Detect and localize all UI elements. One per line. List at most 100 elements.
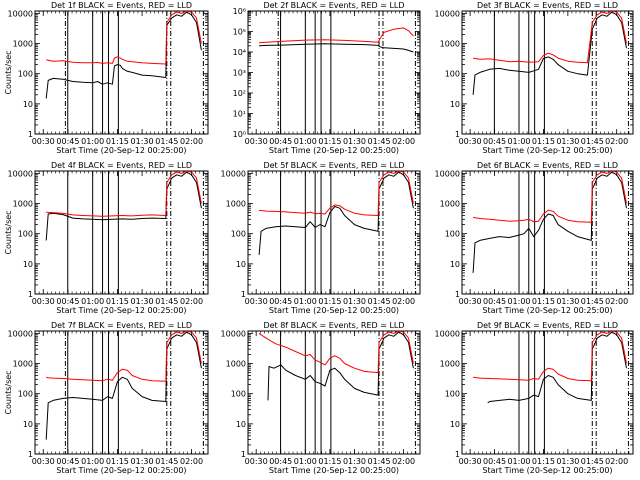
y-tick-label: 10³ [233,69,246,78]
series-line-events [45,171,202,241]
y-tick-label: 1000 [13,40,33,49]
series-group [472,11,627,95]
x-tick-label: 01:00 [294,137,317,146]
panel-det-4: Det 4f BLACK = Events, RED = LLD 1 10 100 10… [4,161,209,315]
series-group [472,171,627,273]
x-tick-label: 01:00 [294,457,317,466]
y-tick-label: 1000 [440,200,460,209]
x-axis-label: Start Time (20-Sep-12 00:25:00) [56,466,186,475]
x-tick-label: 01:45 [155,137,178,146]
x-tick-label: 01:15 [318,137,341,146]
x-tick-label: 01:45 [155,297,178,306]
y-tick-label: 10000 [221,169,246,178]
panel-det-5: Det 5f BLACK = Events, RED = LLD 1 10 100 10… [221,161,421,315]
x-tick-label: 01:15 [532,297,555,306]
y-tick-label: 100 [18,390,33,399]
y-tick-label: 10⁶ [233,7,246,16]
x-tick-label: 00:45 [483,297,506,306]
plot-frame [247,330,421,455]
x-tick-label: 01:00 [81,457,104,466]
series-group [45,331,202,440]
panel-det-2: Det 2f BLACK = Events, RED = LLD 10⁰ 10¹ 10… [233,1,421,155]
x-tick-label: 01:00 [507,297,530,306]
y-tick-label: 100 [231,230,246,239]
y-tick-label: 10 [23,420,33,429]
x-axis-label: Start Time (20-Sep-12 00:25:00) [269,146,399,155]
plot-frame [461,170,634,295]
series-line-lld [259,171,414,216]
y-tick-label: 10000 [221,329,246,338]
x-tick-label: 01:00 [507,137,530,146]
x-tick-label: 00:45 [483,137,506,146]
y-tick-label: 10 [236,420,246,429]
y-tick-label: 10000 [435,169,460,178]
x-tick-label: 00:45 [56,457,79,466]
y-tick-label: 10000 [435,329,460,338]
x-axis-label: Start Time (20-Sep-12 00:25:00) [482,466,612,475]
y-tick-label: 1000 [440,40,460,49]
series-line-lld [46,331,202,382]
y-tick-label: 10² [233,89,246,98]
y-tick-label: 1 [455,450,460,459]
x-tick-label: 00:30 [245,137,268,146]
panel-title: Det 4f BLACK = Events, RED = LLD [51,161,192,170]
y-axis-label: Counts/sec [4,210,13,254]
y-tick-label: 1 [241,450,246,459]
y-tick-label: 100 [231,390,246,399]
series-line-lld [258,331,414,374]
y-tick-label: 10⁴ [233,48,246,57]
x-tick-label: 01:30 [131,457,154,466]
x-axis-label: Start Time (20-Sep-12 00:25:00) [56,146,186,155]
x-tick-label: 01:30 [556,137,579,146]
series-line-lld [46,171,202,217]
x-tick-label: 01:30 [131,137,154,146]
x-tick-label: 00:30 [32,457,55,466]
plot-frame [34,330,209,455]
x-tick-label: 02:00 [605,457,628,466]
x-tick-label: 01:45 [368,137,391,146]
panel-title: Det 5f BLACK = Events, RED = LLD [263,161,404,170]
x-tick-label: 01:45 [581,137,604,146]
y-tick-label: 1000 [13,200,33,209]
series-group [258,171,414,255]
y-tick-label: 10⁵ [233,28,246,37]
x-tick-label: 01:45 [581,457,604,466]
y-tick-label: 10⁰ [233,130,246,139]
series-line-events [259,43,414,53]
x-tick-label: 00:45 [269,457,292,466]
x-tick-label: 01:15 [318,457,341,466]
y-tick-label: 1 [241,290,246,299]
x-tick-label: 01:30 [131,297,154,306]
y-tick-label: 10000 [8,169,33,178]
x-tick-label: 00:45 [56,297,79,306]
x-tick-label: 01:15 [106,137,129,146]
plot-frame [461,10,634,135]
x-tick-label: 01:45 [581,297,604,306]
series-group [473,331,627,404]
x-tick-label: 00:45 [269,137,292,146]
y-tick-label: 10 [450,260,460,269]
y-tick-label: 10 [450,100,460,109]
panel-det-3: Det 3f BLACK = Events, RED = LLD 1 10 100 10… [435,1,634,155]
plot-frame [461,330,634,455]
y-tick-label: 10 [236,260,246,269]
x-tick-label: 00:30 [32,137,55,146]
series-group [45,11,202,99]
x-tick-label: 00:30 [32,297,55,306]
x-tick-label: 01:15 [106,297,129,306]
x-tick-label: 01:30 [343,137,366,146]
y-tick-label: 10 [23,260,33,269]
panel-title: Det 1f BLACK = Events, RED = LLD [51,1,192,10]
y-tick-label: 1 [28,290,33,299]
y-axis-label: Counts/sec [4,370,13,414]
series-line-lld [472,11,627,64]
x-tick-label: 02:00 [392,137,415,146]
x-tick-label: 00:30 [459,137,482,146]
y-tick-label: 10 [450,420,460,429]
x-tick-label: 01:15 [106,457,129,466]
x-tick-label: 00:45 [483,457,506,466]
y-tick-label: 1000 [226,360,246,369]
series-group [45,171,202,241]
panel-title: Det 7f BLACK = Events, RED = LLD [51,321,192,330]
